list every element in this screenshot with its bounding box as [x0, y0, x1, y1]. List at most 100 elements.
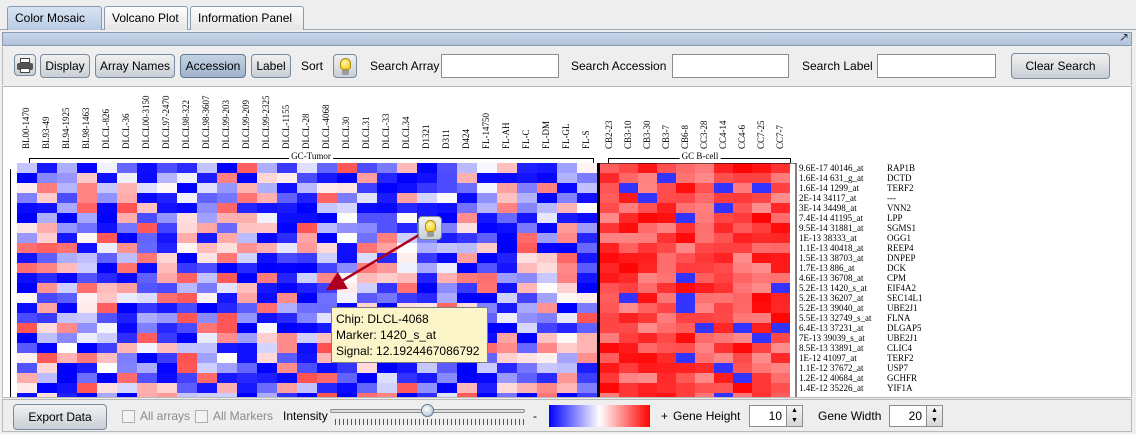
- heatmap-cell[interactable]: [497, 343, 517, 353]
- heatmap-cell[interactable]: [277, 253, 297, 263]
- heatmap-cell[interactable]: [197, 223, 217, 233]
- heatmap-cell[interactable]: [619, 333, 638, 343]
- heatmap-cell[interactable]: [714, 273, 733, 283]
- heatmap-cell[interactable]: [397, 253, 417, 263]
- heatmap-cell[interactable]: [600, 253, 619, 263]
- heatmap-cell[interactable]: [397, 393, 417, 398]
- heatmap-cell[interactable]: [297, 313, 317, 323]
- heatmap-cell[interactable]: [733, 223, 752, 233]
- heatmap-cell[interactable]: [357, 383, 377, 393]
- heatmap-cell[interactable]: [537, 283, 557, 293]
- heatmap-cell[interactable]: [619, 233, 638, 243]
- heatmap-cell[interactable]: [177, 393, 197, 398]
- heatmap-cell[interactable]: [377, 393, 397, 398]
- heatmap-cell[interactable]: [752, 303, 771, 313]
- heatmap-cell[interactable]: [197, 173, 217, 183]
- heatmap-cell[interactable]: [97, 303, 117, 313]
- heatmap-cell[interactable]: [437, 213, 457, 223]
- heatmap-cell[interactable]: [317, 223, 337, 233]
- heatmap-cell[interactable]: [557, 323, 577, 333]
- heatmap-cell[interactable]: [357, 213, 377, 223]
- heatmap-cell[interactable]: [37, 323, 57, 333]
- heatmap-cell[interactable]: [577, 213, 597, 223]
- heatmap-cell[interactable]: [695, 233, 714, 243]
- heatmap-cell[interactable]: [297, 393, 317, 398]
- heatmap-cell[interactable]: [557, 173, 577, 183]
- heatmap-cell[interactable]: [733, 393, 752, 398]
- heatmap-cell[interactable]: [457, 203, 477, 213]
- heatmap-cell[interactable]: [477, 393, 497, 398]
- expand-arrow-icon[interactable]: ↗: [1118, 30, 1129, 44]
- heatmap-cell[interactable]: [477, 363, 497, 373]
- heatmap-cell[interactable]: [117, 243, 137, 253]
- heatmap-cell[interactable]: [577, 173, 597, 183]
- heatmap-cell[interactable]: [377, 163, 397, 173]
- heatmap-cell[interactable]: [477, 273, 497, 283]
- heatmap-cell[interactable]: [600, 333, 619, 343]
- heatmap-cell[interactable]: [437, 283, 457, 293]
- heatmap-cell[interactable]: [277, 323, 297, 333]
- heatmap-cell[interactable]: [237, 323, 257, 333]
- heatmap-cell[interactable]: [37, 343, 57, 353]
- heatmap-cell[interactable]: [177, 233, 197, 243]
- heatmap-cell[interactable]: [77, 373, 97, 383]
- heatmap-cell[interactable]: [177, 213, 197, 223]
- heatmap-cell[interactable]: [752, 293, 771, 303]
- heatmap-cell[interactable]: [537, 373, 557, 383]
- heatmap-cell[interactable]: [752, 323, 771, 333]
- heatmap-cell[interactable]: [117, 263, 137, 273]
- heatmap-cell[interactable]: [377, 283, 397, 293]
- heatmap-cell[interactable]: [57, 183, 77, 193]
- heatmap-cell[interactable]: [277, 203, 297, 213]
- heatmap-cell[interactable]: [537, 243, 557, 253]
- heatmap-cell[interactable]: [337, 183, 357, 193]
- heatmap-cell[interactable]: [695, 383, 714, 393]
- heatmap-cell[interactable]: [537, 343, 557, 353]
- heatmap-cell[interactable]: [157, 223, 177, 233]
- heatmap-cell[interactable]: [714, 343, 733, 353]
- heatmap-cell[interactable]: [477, 283, 497, 293]
- heatmap-cell[interactable]: [638, 323, 657, 333]
- heatmap-cell[interactable]: [557, 193, 577, 203]
- heatmap-cell[interactable]: [237, 343, 257, 353]
- heatmap-cell[interactable]: [752, 223, 771, 233]
- heatmap-cell[interactable]: [714, 353, 733, 363]
- heatmap-cell[interactable]: [257, 373, 277, 383]
- heatmap-cell[interactable]: [557, 353, 577, 363]
- heatmap-cell[interactable]: [397, 283, 417, 293]
- heatmap-cell[interactable]: [600, 293, 619, 303]
- heatmap-cell[interactable]: [714, 243, 733, 253]
- heatmap-cell[interactable]: [97, 343, 117, 353]
- heatmap-cell[interactable]: [357, 203, 377, 213]
- heatmap-cell[interactable]: [277, 173, 297, 183]
- heatmap-cell[interactable]: [537, 383, 557, 393]
- heatmap-cell[interactable]: [771, 283, 790, 293]
- heatmap-cell[interactable]: [714, 213, 733, 223]
- heatmap-cell[interactable]: [117, 203, 137, 213]
- heatmap-cell[interactable]: [17, 163, 37, 173]
- heatmap-cell[interactable]: [752, 383, 771, 393]
- heatmap-cell[interactable]: [638, 163, 657, 173]
- heatmap-cell[interactable]: [600, 373, 619, 383]
- heatmap-cell[interactable]: [537, 223, 557, 233]
- heatmap-cell[interactable]: [517, 293, 537, 303]
- heatmap-cell[interactable]: [77, 313, 97, 323]
- heatmap-cell[interactable]: [297, 163, 317, 173]
- heatmap-cell[interactable]: [397, 373, 417, 383]
- heatmap-cell[interactable]: [97, 333, 117, 343]
- heatmap-cell[interactable]: [377, 193, 397, 203]
- heatmap-cell[interactable]: [657, 313, 676, 323]
- heatmap-cell[interactable]: [752, 243, 771, 253]
- heatmap-cell[interactable]: [197, 233, 217, 243]
- heatmap-cell[interactable]: [97, 373, 117, 383]
- heatmap-cell[interactable]: [695, 163, 714, 173]
- heatmap-cell[interactable]: [714, 263, 733, 273]
- heatmap-cell[interactable]: [619, 193, 638, 203]
- heatmap-cell[interactable]: [638, 243, 657, 253]
- heatmap-cell[interactable]: [497, 183, 517, 193]
- heatmap-cell[interactable]: [77, 333, 97, 343]
- heatmap-cell[interactable]: [457, 293, 477, 303]
- heatmap-cell[interactable]: [57, 393, 77, 398]
- heatmap-cell[interactable]: [619, 183, 638, 193]
- heatmap-cell[interactable]: [77, 283, 97, 293]
